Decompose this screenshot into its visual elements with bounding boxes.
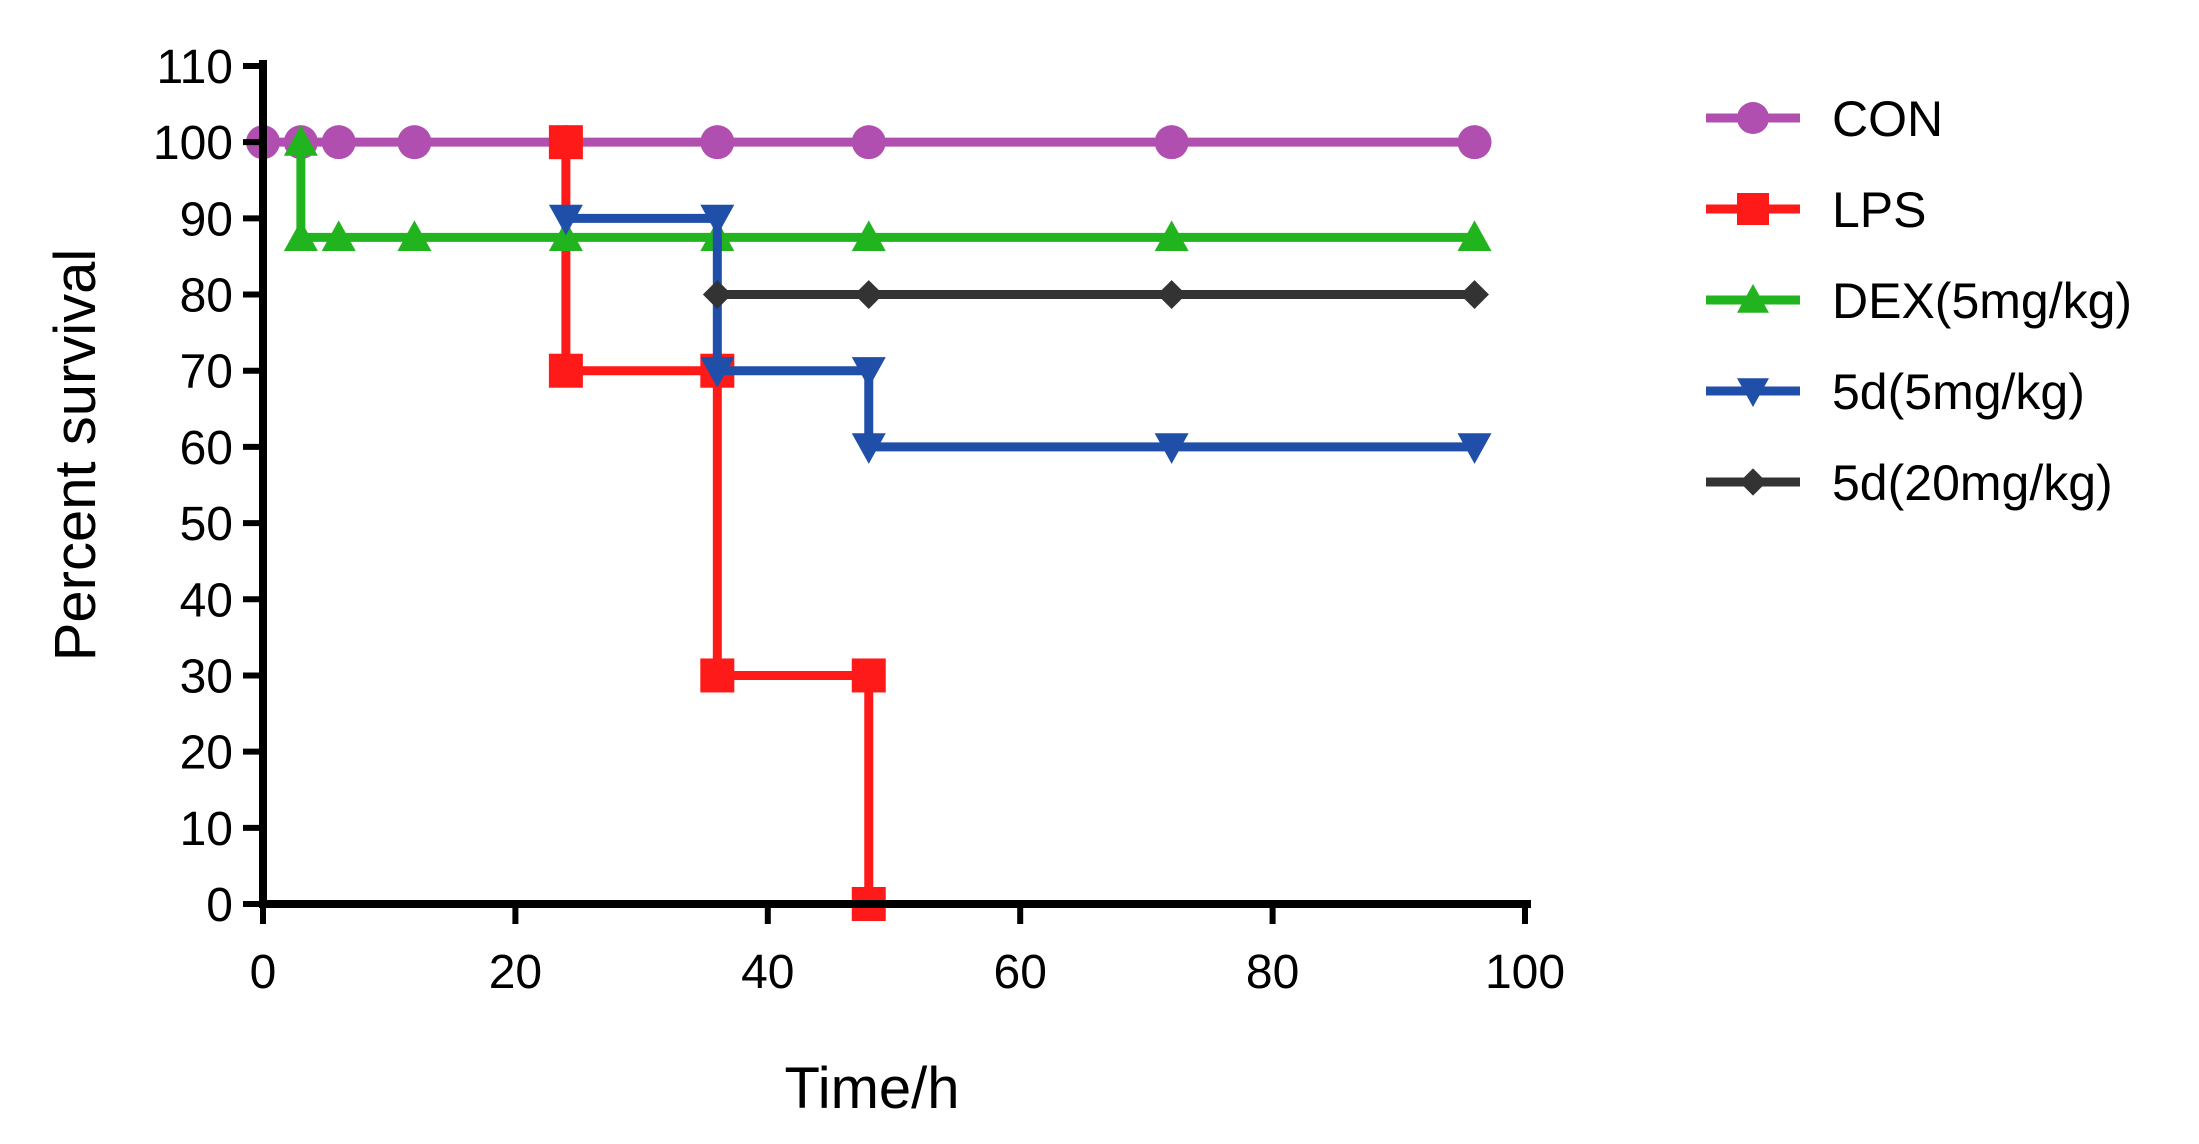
data-point	[851, 658, 886, 693]
data-point	[283, 125, 318, 156]
data-point	[851, 220, 886, 252]
y-tick-label: 50	[180, 498, 233, 551]
legend-item: 5d(20mg/kg)	[1706, 455, 2113, 511]
series-4	[702, 280, 1489, 309]
data-point	[1457, 220, 1492, 252]
data-point	[397, 220, 432, 252]
y-tick-label: 0	[206, 879, 233, 932]
data-point	[700, 125, 735, 160]
series-2	[283, 125, 1492, 252]
data-point	[1457, 433, 1492, 464]
series-line	[565, 213, 1475, 452]
x-tick-label: 80	[1246, 946, 1299, 999]
data-point	[700, 357, 735, 388]
data-point	[1154, 433, 1189, 464]
data-point	[321, 125, 356, 160]
y-tick-label: 70	[180, 346, 233, 399]
y-tick-label: 110	[156, 41, 233, 94]
data-point	[321, 220, 356, 252]
legend-item: DEX(5mg/kg)	[1706, 273, 2132, 329]
y-tick-label: 30	[180, 650, 233, 703]
legend-label: DEX(5mg/kg)	[1832, 273, 2132, 329]
legend-label: CON	[1832, 91, 1943, 147]
x-tick-label: 20	[489, 946, 542, 999]
y-tick-label: 80	[180, 270, 233, 323]
x-tick-label: 100	[1485, 946, 1565, 999]
y-tick-label: 40	[180, 574, 233, 627]
data-point	[851, 125, 886, 160]
data-point	[397, 125, 432, 160]
data-point	[548, 353, 583, 388]
legend-item: LPS	[1706, 182, 1927, 238]
data-point	[854, 280, 884, 309]
legend-swatch-marker	[1737, 193, 1769, 225]
legend: CON LPS DEX(5mg/kg) 5d(5mg/kg) 5d(20mg/kg)	[1706, 91, 2132, 511]
data-point	[1457, 125, 1492, 160]
series-3	[548, 204, 1492, 464]
data-point	[548, 204, 583, 236]
x-tick-label: 0	[250, 946, 277, 999]
legend-item: 5d(5mg/kg)	[1706, 364, 2085, 420]
legend-swatch-marker	[1737, 102, 1769, 134]
series-group	[246, 125, 1492, 921]
legend-swatch-marker	[1739, 468, 1767, 496]
series-line	[296, 142, 1475, 242]
legend-item: CON	[1706, 91, 1943, 147]
y-tick-label: 20	[180, 727, 233, 780]
data-point	[851, 357, 886, 388]
y-axis-title: Percent survival	[43, 249, 108, 662]
series-line	[561, 142, 874, 904]
y-tick-label: 60	[180, 422, 233, 475]
legend-swatch-marker	[1737, 284, 1769, 313]
data-point	[283, 220, 318, 252]
data-point	[700, 204, 735, 236]
data-point	[1460, 280, 1489, 309]
legend-swatch-marker	[1737, 378, 1769, 407]
data-point	[700, 658, 735, 693]
data-point	[702, 280, 732, 309]
series-0	[246, 125, 1492, 160]
x-tick-label: 60	[994, 946, 1047, 999]
y-tick-label: 90	[180, 193, 233, 246]
data-point	[1154, 125, 1189, 160]
data-point	[1157, 280, 1187, 309]
axes-group: 0 10 20 30 40 50 60 70 80 90 100 110 0 20 40 60 80 100	[153, 41, 1565, 999]
y-tick-label: 10	[180, 803, 233, 856]
data-point	[548, 220, 583, 252]
legend-label: LPS	[1832, 182, 1927, 238]
y-tick-label: 100	[153, 117, 233, 170]
data-point	[851, 433, 886, 464]
x-axis-title: Time/h	[784, 1056, 959, 1121]
legend-label: 5d(5mg/kg)	[1832, 364, 2085, 420]
data-point	[548, 125, 583, 160]
legend-label: 5d(20mg/kg)	[1832, 455, 2113, 511]
data-point	[1154, 220, 1189, 252]
x-tick-label: 40	[741, 946, 794, 999]
